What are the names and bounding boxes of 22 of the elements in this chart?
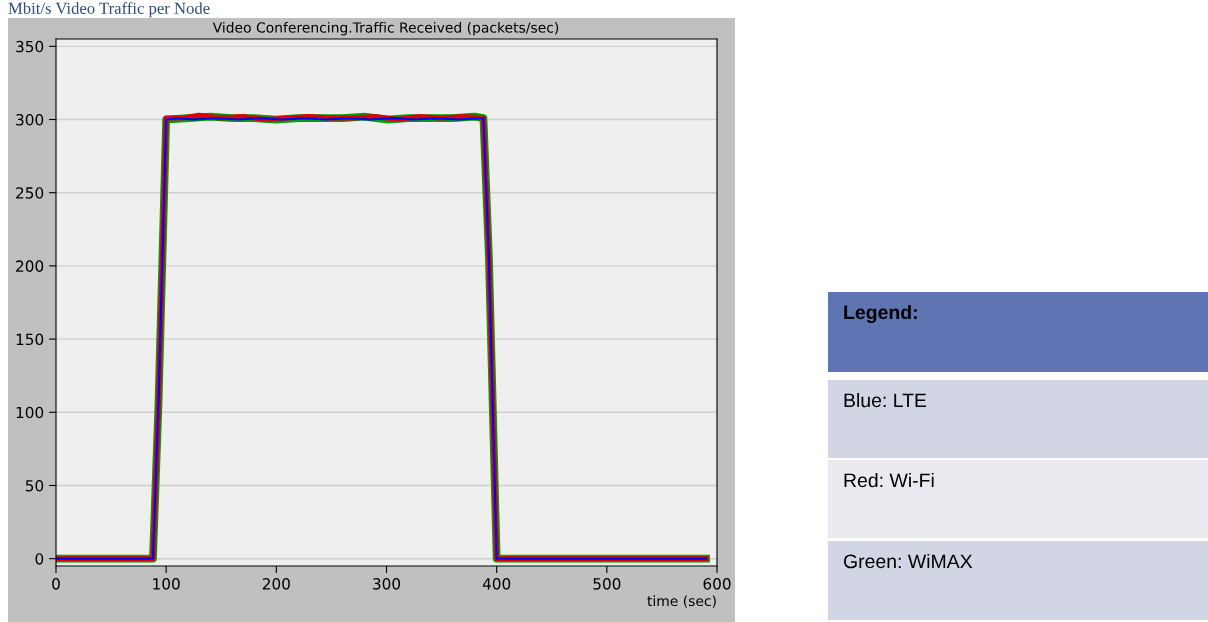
x-tick-label: 600	[703, 578, 731, 590]
x-tick-label: 100	[153, 578, 180, 590]
text: Legend:	[844, 304, 917, 324]
x-tick-label: 300	[373, 578, 401, 590]
y-tick-label: 350	[16, 40, 44, 53]
x-tick-label: 400	[482, 578, 511, 590]
y-tick-label: 150	[16, 333, 44, 346]
text: Green: WiMAX	[843, 553, 973, 569]
x-tick-label: 500	[593, 578, 621, 590]
y-tick-label: 300	[16, 113, 44, 126]
chart-title: Mbit/s Video Traffic per Node	[8, 2, 210, 18]
text: Red: Wi-Fi	[844, 472, 934, 488]
y-tick-label: 100	[16, 406, 44, 419]
y-tick-label: 0	[35, 553, 44, 565]
text: Blue: LTE	[844, 392, 927, 408]
x-tick-label: 200	[262, 578, 290, 590]
x-axis-title: time (sec)	[647, 595, 716, 608]
y-tick-label: 50	[25, 479, 44, 492]
chart-subtitle: Video Conferencing.Traffic Received (packets/sec)	[212, 22, 559, 36]
y-tick-label: 250	[16, 187, 44, 199]
x-tick-label: 0	[52, 578, 60, 590]
y-tick-label: 200	[16, 260, 44, 272]
